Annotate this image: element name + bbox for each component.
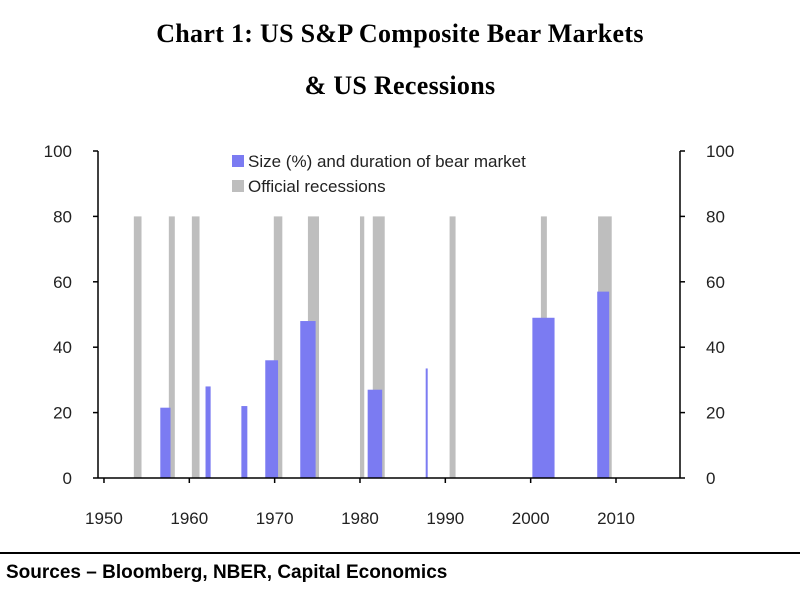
left-y-tick-label: 20 bbox=[53, 404, 72, 423]
legend-swatch-bear-market bbox=[232, 155, 244, 167]
x-tick-label: 1970 bbox=[256, 509, 294, 528]
bear-market-bar-5 bbox=[300, 321, 316, 478]
right-y-tick-label: 80 bbox=[706, 207, 725, 226]
chart-title-line-1: Chart 1: US S&P Composite Bear Markets bbox=[156, 19, 644, 48]
recession-bar-2 bbox=[168, 216, 175, 478]
legend-swatch-recessions bbox=[232, 180, 244, 192]
left-y-tick-label: 60 bbox=[53, 273, 72, 292]
chart: 0 20 40 60 80 100 0 20 40 60 80 100 1950 1960 1970 1980… bbox=[44, 142, 735, 528]
legend-label-bear-market: Size (%) and duration of bear market bbox=[248, 152, 526, 171]
right-y-tick-label: 0 bbox=[706, 469, 715, 488]
recession-bar-6 bbox=[359, 216, 365, 478]
legend: Size (%) and duration of bear market Offi… bbox=[232, 152, 526, 196]
x-tick-label: 1980 bbox=[341, 509, 379, 528]
chart-title-line-2: & US Recessions bbox=[304, 71, 496, 100]
x-tick-label: 1990 bbox=[426, 509, 464, 528]
right-y-tick-label: 100 bbox=[706, 142, 734, 161]
bear-market-bar-3 bbox=[241, 406, 248, 478]
bear-market-bar-7 bbox=[425, 368, 428, 478]
x-tick-label: 2000 bbox=[512, 509, 550, 528]
bear-market-bar-1 bbox=[160, 407, 171, 478]
bear-market-bars bbox=[160, 291, 610, 478]
footer-divider bbox=[0, 552, 800, 554]
x-tick-label: 1950 bbox=[85, 509, 123, 528]
bear-market-bar-6 bbox=[367, 389, 383, 478]
left-y-tick-label: 40 bbox=[53, 338, 72, 357]
right-y-tick-label: 40 bbox=[706, 338, 725, 357]
legend-label-recessions: Official recessions bbox=[248, 177, 386, 196]
bear-market-bar-9 bbox=[597, 291, 610, 478]
right-y-tick-label: 20 bbox=[706, 404, 725, 423]
axes: 0 20 40 60 80 100 0 20 40 60 80 100 1950 1960 1970 1980… bbox=[44, 142, 735, 528]
chart-title: Chart 1: US S&P Composite Bear Markets &… bbox=[0, 8, 800, 112]
left-y-tick-label: 80 bbox=[53, 207, 72, 226]
recession-bar-8 bbox=[449, 216, 456, 478]
recession-bar-7 bbox=[372, 216, 385, 478]
left-y-tick-label: 100 bbox=[44, 142, 72, 161]
left-y-tick-label: 0 bbox=[63, 469, 72, 488]
recession-bar-4 bbox=[273, 216, 283, 478]
recession-bar-3 bbox=[191, 216, 200, 478]
recession-bar-1 bbox=[133, 216, 142, 478]
x-tick-label: 2010 bbox=[597, 509, 635, 528]
x-tick-label: 1960 bbox=[170, 509, 208, 528]
right-y-tick-label: 60 bbox=[706, 273, 725, 292]
bear-market-bar-4 bbox=[265, 360, 279, 478]
bear-market-bar-8 bbox=[532, 317, 555, 478]
bear-market-bar-2 bbox=[205, 386, 211, 478]
sources-note: Sources – Bloomberg, NBER, Capital Econo… bbox=[6, 562, 448, 583]
